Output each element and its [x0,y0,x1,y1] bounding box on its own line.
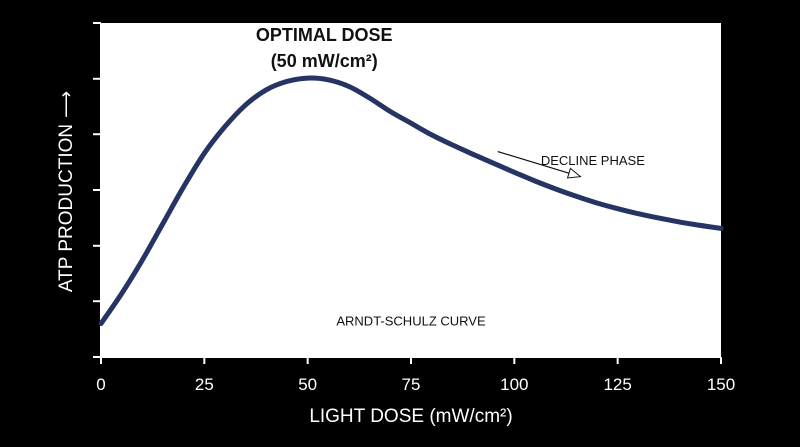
atp-response-curve [98,75,724,327]
x-tick-label: 25 [195,375,214,394]
y-axis-arrow-icon: ⟶ [56,91,77,118]
decline-phase-label: DECLINE PHASE [541,153,645,168]
curve-name-label: ARNDT-SCHULZ CURVE [336,313,486,328]
x-tick-label: 0 [96,375,105,394]
y-axis-title-group: ATP PRODUCTION ⟶ [56,91,77,292]
x-tick-label: 125 [603,375,631,394]
x-tick-label: 100 [500,375,528,394]
x-tick-label: 150 [707,375,735,394]
x-ticks: 0 25 50 75 100 125 150 [96,357,735,394]
x-tick-label: 75 [402,375,421,394]
optimal-dose-value-label: (50 mW/cm²) [271,51,378,71]
x-axis-title: LIGHT DOSE (mW/cm²) [309,406,512,427]
y-ticks [93,22,101,358]
optimal-dose-label: OPTIMAL DOSE [256,25,393,45]
decline-arrow [497,151,581,177]
plot-area [101,23,721,357]
x-tick-label: 50 [298,375,317,394]
y-axis-title: ATP PRODUCTION [56,124,77,292]
